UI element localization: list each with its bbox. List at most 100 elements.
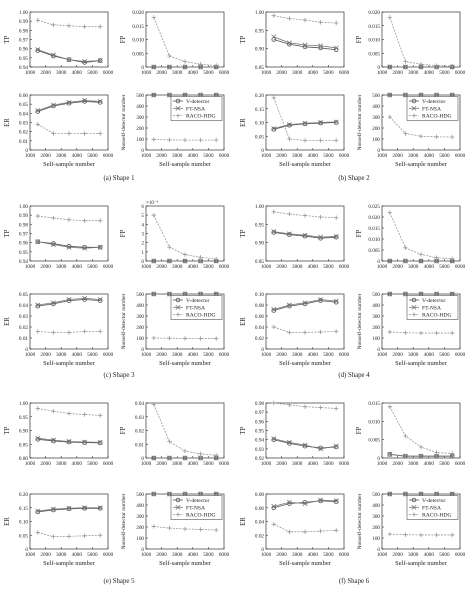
x-tick-label: 1000 — [261, 552, 272, 558]
y-tick-label: 0.03 — [19, 314, 28, 320]
data-point — [302, 404, 308, 409]
y-axis-label: Nonself-detector number — [120, 94, 127, 150]
x-axis-label: Self-sample number — [395, 360, 448, 367]
x-axis-label: Self-sample number — [279, 360, 332, 367]
data-point — [318, 446, 324, 452]
data-point — [82, 99, 87, 104]
data-point — [434, 450, 439, 455]
data-point — [302, 42, 308, 48]
data-point — [334, 329, 339, 334]
data-point — [97, 440, 103, 446]
x-tick-label: 4000 — [424, 461, 435, 467]
y-axis-label: TP — [4, 426, 11, 434]
plot-frame — [381, 402, 461, 459]
series-line-1 — [37, 241, 101, 248]
x-tick-label: 5000 — [439, 552, 450, 558]
y-tick-label: 0.05 — [19, 102, 28, 108]
y-axis-label: FP — [120, 36, 127, 44]
data-point — [387, 15, 392, 20]
plot-frame — [29, 205, 109, 262]
data-point — [334, 138, 339, 143]
x-tick-label: 3000 — [172, 552, 183, 558]
legend-label: FT-NSA — [186, 106, 205, 112]
data-point — [151, 491, 157, 497]
data-point — [97, 505, 103, 511]
y-tick-label: 0.97 — [19, 38, 28, 44]
x-tick-label: 2000 — [40, 70, 51, 76]
data-point — [98, 218, 103, 223]
data-point — [287, 211, 292, 217]
x-tick-label: 1000 — [377, 552, 388, 558]
y-tick-label: 0.85 — [19, 442, 28, 448]
data-point — [97, 58, 103, 64]
data-point — [333, 443, 339, 449]
y-tick-label: 0.98 — [19, 28, 28, 34]
x-tick-label: 4000 — [188, 70, 199, 76]
data-point — [66, 534, 72, 539]
data-point — [387, 531, 392, 537]
y-tick-label: 0.15 — [19, 506, 28, 512]
series-line-3 — [153, 526, 217, 531]
legend-marker — [411, 304, 417, 310]
data-point — [302, 17, 308, 23]
chart-panel-12: 0 0.005 0.010 0.015 0.020 0.025 1000 2000 3000 40… — [356, 204, 466, 270]
data-point — [318, 234, 324, 240]
data-point — [418, 258, 424, 264]
data-point — [66, 244, 72, 249]
data-point — [151, 64, 157, 70]
x-tick-label: 2000 — [276, 264, 287, 270]
data-point — [151, 92, 157, 98]
data-point — [450, 451, 455, 456]
data-point — [82, 439, 88, 445]
data-point — [450, 134, 455, 140]
data-point — [182, 448, 188, 454]
x-tick-label: 5000 — [87, 352, 98, 358]
series-line-1 — [37, 50, 101, 63]
series-line-3 — [389, 212, 453, 260]
x-tick-label: 2000 — [392, 70, 403, 76]
x-tick-label: 6000 — [339, 552, 350, 558]
x-tick-label: 5000 — [87, 153, 98, 159]
data-point — [403, 532, 408, 537]
data-point — [50, 437, 56, 443]
y-tick-label: 0 — [25, 347, 28, 353]
x-axis-label: Self-sample number — [43, 161, 96, 168]
data-point — [318, 297, 324, 302]
data-point — [271, 308, 277, 313]
x-tick-label: 2000 — [392, 552, 403, 558]
y-tick-label: 400 — [136, 104, 144, 110]
x-tick-label: 4000 — [308, 264, 319, 270]
data-point — [98, 24, 103, 29]
x-tick-label: 1000 — [141, 352, 152, 358]
x-tick-label: 5000 — [87, 461, 98, 467]
series-line-1 — [273, 232, 337, 239]
data-point — [35, 109, 41, 114]
x-tick-label: 5000 — [203, 461, 214, 467]
y-tick-label: 0.97 — [19, 232, 28, 238]
x-tick-label: 2000 — [156, 153, 167, 159]
data-point — [151, 335, 156, 341]
x-tick-label: 1000 — [261, 153, 272, 159]
x-tick-label: 6000 — [219, 153, 230, 159]
y-tick-label: 1.00 — [19, 401, 28, 407]
x-tick-label: 6000 — [103, 264, 114, 270]
x-tick-label: 6000 — [219, 264, 230, 270]
x-tick-label: 2000 — [156, 552, 167, 558]
plot-frame — [29, 493, 109, 550]
data-point — [35, 213, 40, 219]
y-tick-label: 1 — [141, 250, 144, 256]
data-point — [318, 445, 323, 451]
y-tick-label: 500 — [372, 492, 380, 498]
data-point — [66, 99, 72, 105]
data-point — [50, 506, 56, 512]
chart-panel-13: 0 0.01 0.02 0.03 0.04 0.05 1000 2000 3000 4000 500… — [4, 292, 114, 367]
data-point — [403, 433, 408, 439]
y-tick-label: 0.10 — [255, 121, 264, 127]
y-tick-label: 0.01 — [19, 336, 28, 342]
y-tick-label: 0.97 — [255, 410, 264, 416]
data-point — [82, 412, 87, 417]
chart-panel-20: 0 0.005 0.010 0.015 1000 2000 3000 4000 5000 6000… — [356, 401, 466, 467]
data-point — [318, 405, 323, 410]
y-tick-label: 300 — [372, 314, 380, 320]
